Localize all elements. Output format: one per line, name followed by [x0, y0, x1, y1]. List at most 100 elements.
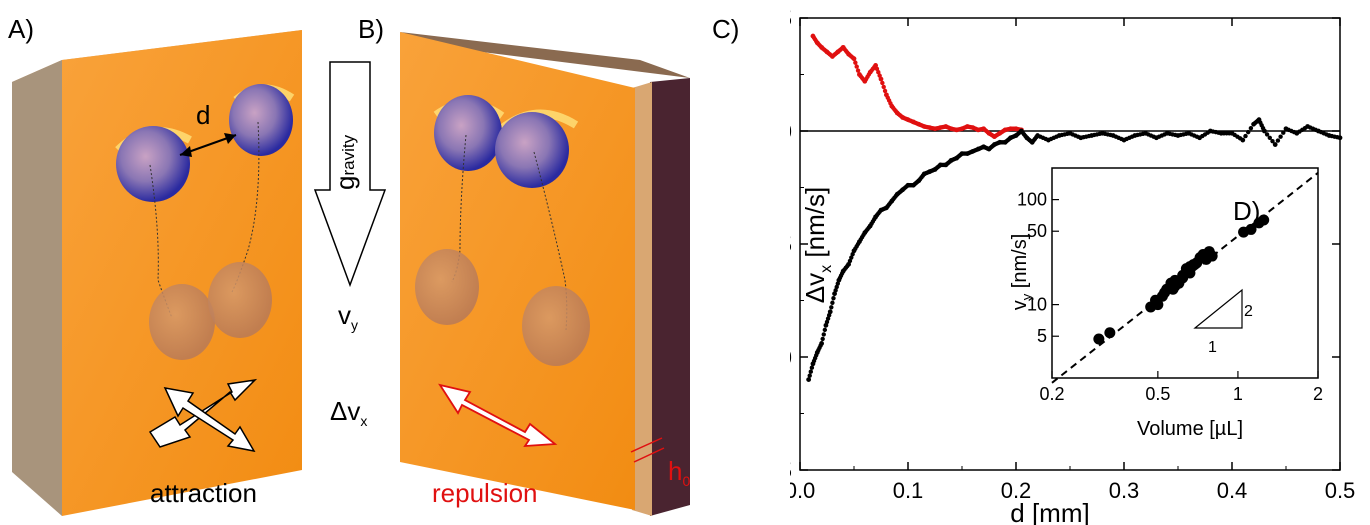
chart-d-point: [1159, 287, 1171, 299]
chart-c-point: [1262, 128, 1267, 134]
chart-c-point: [806, 377, 812, 382]
gravity-g: g: [330, 175, 360, 190]
chart-c-trace-point: [880, 80, 885, 86]
chart-c-trace-point: [1246, 129, 1251, 135]
chart-c-xtick-label: 0.1: [893, 478, 924, 503]
drop-a-lower-right: [208, 262, 272, 338]
repulsion-label: repulsion: [432, 478, 538, 508]
chart-c-trace-point: [854, 64, 859, 69]
drop-b-right: [495, 112, 569, 188]
chart-c-xtick-label: 0.5: [1325, 478, 1356, 503]
thickness-sub: 0: [682, 473, 691, 490]
chart-c-trace-point: [833, 288, 838, 293]
chart-c-trace-point: [853, 60, 858, 65]
distance-label: d: [196, 100, 211, 130]
chart-d-ytick-label: 10: [1027, 295, 1047, 315]
slope-rise-label: 2: [1244, 303, 1253, 320]
chart-d-point: [1093, 333, 1105, 345]
gravity-arrow: [313, 61, 387, 288]
chart-c-ylabel: Δvx [nm/s]: [800, 187, 835, 303]
chart-c-trace-point: [830, 300, 835, 305]
chart-c-point: [827, 309, 833, 315]
chart-d-point: [1184, 261, 1196, 273]
chart-d-point: [1177, 269, 1189, 281]
chart-c-trace-point: [847, 258, 853, 264]
chart-c: 0.0 0.1 0.2 0.3 0.4 0.5 -15 -10 -5 0 5 d [mm] Δvx …: [790, 6, 1355, 525]
drop-a-right: [229, 84, 293, 156]
chart-c-trace-point: [829, 305, 834, 310]
plate-a-side: [12, 60, 62, 516]
chart-c-trace-point: [807, 373, 812, 378]
delta-v-label: Δvx: [330, 396, 367, 429]
chart-c-point: [851, 56, 857, 62]
drop-b-left: [434, 95, 502, 171]
chart-c-ylabel-unit: [nm/s]: [800, 187, 830, 265]
chart-c-trace-point: [834, 284, 839, 290]
velocity-v: v: [338, 300, 351, 330]
chart-d-point: [1104, 327, 1116, 339]
chart-d-ytick-label: 50: [1027, 221, 1047, 241]
chart-c-trace-point: [1267, 135, 1272, 140]
chart-d-ylabel-unit: [nm/s]: [1010, 234, 1031, 294]
plate-b-dark: [650, 78, 690, 516]
illustration: [12, 30, 690, 516]
chart-c-trace-point: [882, 88, 888, 94]
chart-c-ytick-label: -10: [790, 345, 792, 370]
attraction-arrows: [148, 378, 258, 453]
chart-c-trace-point: [1278, 134, 1283, 139]
chart-d-point: [1167, 283, 1179, 295]
chart-d-point: [1258, 214, 1270, 226]
chart-c-trace-point: [1243, 133, 1248, 139]
attraction-label: attraction: [150, 478, 257, 508]
chart-c-trace-point: [1248, 125, 1254, 131]
chart-d-point: [1152, 299, 1164, 311]
chart-c-trace-point: [808, 369, 813, 374]
velocity-label: vy: [338, 300, 358, 333]
chart-c-trace-point: [824, 319, 830, 325]
plate-b: [400, 32, 690, 516]
chart-d-ytick-label: 100: [1017, 190, 1047, 210]
chart-c-ytick-label: -5: [790, 232, 792, 257]
chart-d-xtick-label: 0.5: [1145, 384, 1170, 404]
chart-c-ytick-label: -15: [790, 458, 792, 483]
velocity-sub: y: [351, 317, 358, 334]
gravity-label: gravity: [330, 135, 361, 190]
chart-c-trace-point: [849, 255, 854, 260]
chart-c-point: [819, 341, 824, 346]
panel-letter-a: A): [8, 14, 34, 44]
chart-c-xtick-label: 0.0: [790, 478, 815, 503]
chart-c-xtick-label: 0.4: [1217, 478, 1248, 503]
drop-a-left: [116, 126, 190, 202]
chart-c-trace-point: [822, 327, 828, 333]
plate-a: [12, 30, 302, 516]
chart-c-trace-point: [825, 316, 831, 321]
drop-b-lower-right: [522, 286, 590, 366]
chart-c-point: [1240, 137, 1246, 143]
chart-d-xtick-label: 0.2: [1039, 384, 1064, 404]
panel-letter-c: C): [712, 14, 740, 44]
chart-d-xtick-label: 2: [1313, 384, 1323, 404]
chart-c-point: [878, 76, 884, 82]
chart-c-ylabel-main: Δv: [800, 273, 830, 303]
panel-letter-b: B): [358, 14, 384, 44]
chart-c-trace-point: [809, 365, 815, 370]
chart-d-points: [1093, 214, 1270, 345]
chart-d-xlabel: Volume [µL]: [1137, 418, 1243, 440]
drop-b-lower-left: [415, 249, 479, 325]
chart-c-xlabel: d [mm]: [1010, 498, 1089, 525]
chart-d-slope-triangle: [1193, 288, 1243, 329]
thickness-h: h: [668, 456, 683, 486]
chart-c-trace-point: [821, 332, 826, 337]
chart-c-xtick-label: 0.3: [1109, 478, 1140, 503]
chart-d-point: [1206, 250, 1218, 262]
chart-c-ytick-label: 5: [790, 6, 792, 31]
chart-c-trace-point: [831, 296, 836, 301]
chart-c-trace-point: [820, 336, 825, 342]
drop-a-lower-left: [149, 284, 215, 360]
chart-c-trace-point: [1264, 132, 1270, 137]
chart-c-point: [1272, 142, 1278, 147]
chart-c-xtick-label: 0.2: [1001, 478, 1032, 503]
chart-c-axes: 0.0 0.1 0.2 0.3 0.4 0.5 -15 -10 -5 0 5: [790, 6, 1355, 503]
chart-d-ylabel-main: v: [1010, 300, 1031, 310]
slope-run-label: 1: [1208, 339, 1217, 356]
